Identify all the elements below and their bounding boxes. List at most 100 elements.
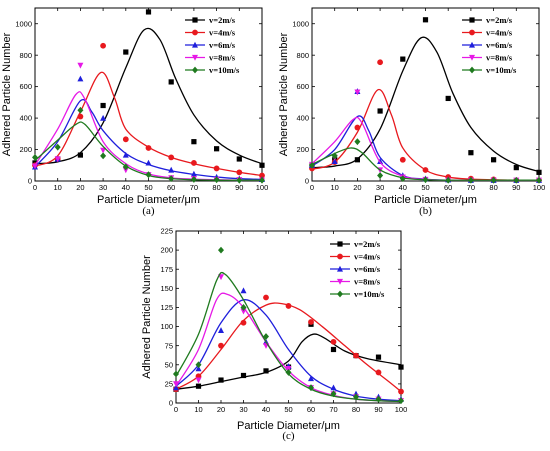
x-tick-label: 30 [239,405,247,414]
y-tick-label: 225 [160,227,173,236]
data-point [100,42,106,49]
data-point [213,176,220,184]
x-tick-label: 60 [444,183,452,192]
data-point [145,171,152,179]
data-point [236,156,242,162]
legend-label: v=6m/s [486,40,513,50]
data-point [513,176,520,184]
x-tick-label: 0 [310,183,314,192]
data-point [77,113,84,120]
x-tick-label: 20 [353,183,361,192]
legend-marker [469,29,475,36]
legend-marker [337,253,343,260]
y-tick-label: 600 [296,82,309,91]
data-point [536,176,542,184]
x-tick-label: 70 [467,183,475,192]
x-tick-label: 80 [352,405,360,414]
series-fit-line [175,271,402,403]
y-tick-label: 175 [160,265,173,274]
data-point [122,163,129,171]
data-point [308,384,314,392]
x-tick-label: 30 [99,183,107,192]
data-point [375,354,382,360]
legend-label: v=10m/s [354,289,385,299]
legend-label: v=4m/s [486,28,513,38]
data-point [377,59,383,66]
data-point [100,102,106,109]
data-point [354,138,361,146]
data-point [330,346,337,353]
data-point [491,157,497,163]
series-fit-line [175,333,402,390]
data-point [218,377,224,383]
y-tick-label: 75 [165,341,173,350]
y-tick-label: 600 [19,82,32,91]
data-point [400,56,406,62]
data-point [100,114,107,121]
x-tick-label: 70 [329,405,337,414]
y-tick-label: 200 [19,145,32,154]
data-point [398,397,404,405]
legend-label: v=6m/s [354,264,381,274]
data-point [214,146,220,152]
legend-marker [469,66,475,74]
data-point [309,161,315,169]
x-tick-label: 50 [421,183,429,192]
x-axis-title: Particle Diameter/μm [237,420,340,432]
data-point [259,162,265,168]
legend-marker [337,290,343,298]
legend-label: v=8m/s [209,53,236,63]
data-point [145,9,152,15]
data-point [191,139,197,145]
x-tick-label: 70 [190,183,198,192]
data-point [145,145,152,151]
data-point [353,393,359,401]
x-tick-label: 50 [144,183,152,192]
data-point [513,165,519,171]
data-point [422,167,429,173]
data-point [422,176,429,184]
data-point [77,106,84,114]
data-point [240,304,247,311]
data-point [398,388,404,395]
x-tick-label: 100 [395,405,408,414]
y-tick-label: 25 [165,379,173,388]
data-point [100,147,107,154]
data-point [490,176,497,184]
data-point [399,175,406,183]
data-point [377,108,383,114]
data-point [308,319,314,325]
data-point [331,158,338,164]
chart-panel-a: 0 10 20 30 40 50 60 70 80 90 10002004006008001000P… [1,7,268,217]
data-point [330,390,337,398]
y-tick-label: 50 [165,360,173,369]
data-point [145,159,152,166]
chart-panel-b: 0 10 20 30 40 50 60 70 80 90 10002004006008001000P… [278,7,545,217]
data-point [77,152,83,158]
x-tick-label: 10 [194,405,202,414]
series-fit-line [175,292,402,403]
data-point [122,151,129,158]
y-tick-label: 125 [160,303,173,312]
chart-panel-c: 0 10 20 30 40 50 60 70 80 90 100 0 25 50 75 100 125 150 17… [141,227,407,442]
legend-label: v=2m/s [354,239,381,249]
legend-marker [192,66,198,74]
data-point [422,17,429,23]
data-point [195,365,202,372]
x-tick-label: 40 [262,405,270,414]
x-tick-label: 90 [512,183,520,192]
data-point [263,368,269,374]
data-point [54,156,61,163]
legend-label: v=8m/s [354,277,381,287]
y-tick-label: 800 [19,51,32,60]
x-tick-label: 0 [33,183,37,192]
legend-label: v=2m/s [209,15,236,25]
x-tick-label: 40 [122,183,130,192]
data-point [77,75,84,82]
data-point [399,156,406,163]
y-tick-label: 800 [296,51,309,60]
legend-label: v=2m/s [486,15,513,25]
x-tick-label: 30 [376,183,384,192]
legend-label: v=4m/s [209,28,236,38]
data-point [168,79,174,85]
